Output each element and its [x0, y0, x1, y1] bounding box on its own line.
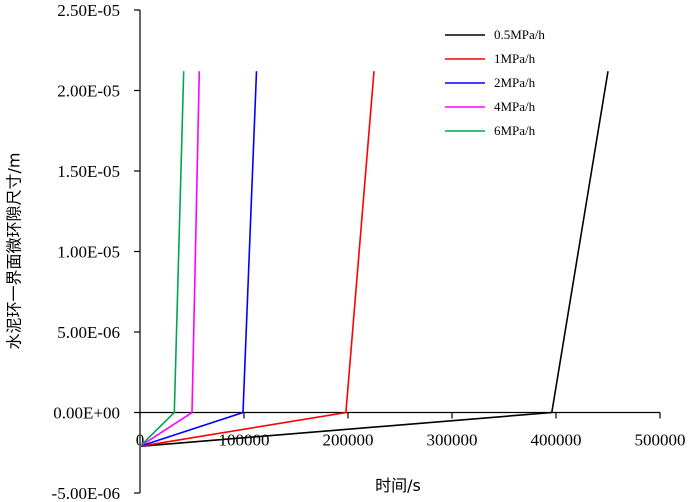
x-tick-label: 400000	[531, 431, 582, 450]
series-line-3	[139, 71, 258, 448]
legend-label-1: 0.5MPa/h	[494, 27, 545, 42]
legend-label-4: 4MPa/h	[494, 99, 536, 114]
legend: 0.5MPa/h 1MPa/h 2MPa/h 4MPa/h 6MPa/h	[445, 27, 545, 138]
series-line-5	[139, 71, 185, 447]
series-layer	[139, 71, 609, 448]
x-tick-label: 500000	[635, 431, 686, 450]
x-tick-label: 100000	[219, 431, 270, 450]
legend-label-2: 1MPa/h	[494, 51, 536, 66]
x-tick-label: 300000	[427, 431, 478, 450]
y-tick-label: 0.00E+00	[53, 404, 120, 423]
y-tick-label: 1.50E-05	[57, 162, 120, 181]
y-tick-label: 2.50E-05	[57, 1, 120, 20]
y-tick-label: 5.00E-06	[57, 323, 120, 342]
y-tick-label: -5.00E-06	[52, 484, 120, 502]
series-line-2	[139, 71, 375, 448]
legend-label-3: 2MPa/h	[494, 75, 536, 90]
x-tick-label: 0	[136, 431, 145, 450]
y-tick-label: 1.00E-05	[57, 243, 120, 262]
axes: -5.00E-06 0.00E+00 5.00E-06 1.00E-05 1.50E-0…	[52, 1, 686, 502]
x-axis-title: 时间/s	[375, 476, 421, 495]
legend-label-5: 6MPa/h	[494, 123, 536, 138]
series-line-1	[139, 71, 609, 448]
y-tick-label: 2.00E-05	[57, 82, 120, 101]
x-tick-label: 200000	[323, 431, 374, 450]
series-line-4	[139, 71, 201, 447]
y-axis-title: 水泥环一界面微环隙尺寸/m	[5, 153, 24, 350]
